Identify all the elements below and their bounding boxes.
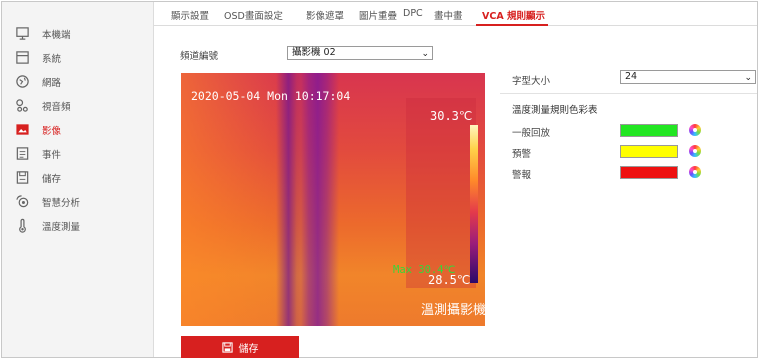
thermal-left-region [181,73,291,326]
tab-dpc[interactable]: DPC [403,8,423,19]
sidebar-item-label: 本機端 [42,30,71,41]
audio-video-icon [14,97,30,113]
monitor-icon [14,25,30,41]
save-button[interactable]: 儲存 [181,336,299,358]
sidebar-item-label: 儲存 [42,174,62,185]
sidebar-item-storage[interactable]: 儲存 [2,166,153,188]
tab-display-settings[interactable]: 顯示設置 [171,11,210,22]
font-size-select-value: 24 [625,71,638,82]
alarm-color-swatch[interactable] [620,166,678,179]
sidebar-item-network[interactable]: 網路 [2,70,153,92]
normal-color-swatch[interactable] [620,124,678,137]
analysis-icon [14,193,30,209]
sidebar: 本機端 系統 網路 視音頻 影像 [2,2,154,357]
color-picker-icon[interactable] [689,166,701,178]
chevron-down-icon: ⌄ [421,49,429,59]
thermal-right-region [406,98,476,288]
save-button-label: 儲存 [238,343,259,355]
sidebar-item-label: 視音頻 [42,102,71,113]
chevron-down-icon: ⌄ [744,73,752,83]
tab-osd-settings[interactable]: OSD畫面設定 [224,11,283,22]
sidebar-item-analysis[interactable]: 智慧分析 [2,190,153,212]
save-icon [221,341,233,353]
font-size-select[interactable]: 24 ⌄ [620,70,756,84]
max-temp-marker: Max 30.4℃ [393,264,456,276]
event-icon [14,145,30,161]
sidebar-item-event[interactable]: 事件 [2,142,153,164]
channel-select[interactable]: 攝影機 02 ⌄ [287,46,433,60]
sidebar-item-label: 事件 [42,150,62,161]
thermometer-icon [14,217,30,233]
color-row-label-warning: 預警 [512,149,532,160]
tab-vca-rule-display[interactable]: VCA 規則顯示 [482,11,545,22]
color-picker-icon[interactable] [689,145,701,157]
channel-label: 頻道編號 [180,51,219,62]
settings-tabs: 顯示設置 OSD畫面設定 影像遮罩 圖片重疊 DPC 畫中畫 VCA 規則顯示 [154,2,757,26]
channel-select-value: 攝影機 02 [292,47,336,58]
camera-watermark: 溫測攝影機 [421,303,485,318]
scale-max-temp: 30.3℃ [430,109,473,123]
globe-icon [14,73,30,89]
section-divider [500,93,757,94]
thermal-video-view: 2020-05-04 Mon 10:17:04 30.3℃ Max 30.4℃ … [181,73,485,326]
image-icon [14,121,30,137]
storage-icon [14,169,30,185]
thermal-cold-column [276,73,301,326]
tab-picture-in-picture[interactable]: 畫中畫 [434,11,463,22]
sidebar-item-image[interactable]: 影像 [2,118,153,140]
tab-privacy-mask[interactable]: 影像遮罩 [306,11,345,22]
active-tab-indicator [476,24,548,26]
osd-timestamp: 2020-05-04 Mon 10:17:04 [191,89,351,103]
sidebar-item-label: 系統 [42,54,62,65]
temperature-color-bar [470,125,478,283]
system-icon [14,49,30,65]
color-table-title: 溫度測量規則色彩表 [512,105,598,116]
scale-min-temp: 28.5℃ [428,273,471,287]
color-row-label-normal: 一般回放 [512,128,551,139]
sidebar-item-system[interactable]: 系統 [2,46,153,68]
sidebar-item-local[interactable]: 本機端 [2,22,153,44]
sidebar-item-audio-video[interactable]: 視音頻 [2,94,153,116]
sidebar-item-label: 智慧分析 [42,198,81,209]
sidebar-item-temperature[interactable]: 溫度測量 [2,214,153,236]
sidebar-item-label: 影像 [42,126,62,137]
warning-color-swatch[interactable] [620,145,678,158]
tab-picture-overlay[interactable]: 圖片重疊 [359,11,398,22]
color-picker-icon[interactable] [689,124,701,136]
sidebar-item-label: 網路 [42,78,62,89]
sidebar-item-label: 溫度測量 [42,222,81,233]
color-row-label-alarm: 警報 [512,170,532,181]
font-size-label: 字型大小 [512,76,551,87]
